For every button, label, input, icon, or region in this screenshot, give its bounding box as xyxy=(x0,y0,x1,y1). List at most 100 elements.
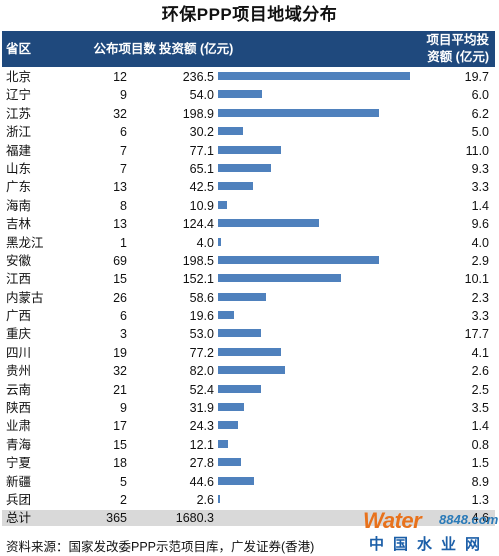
province-label: 山东 xyxy=(6,161,32,176)
total-avg: 4.6 xyxy=(471,511,489,525)
investment-label: 31.9 xyxy=(189,401,214,416)
province-label: 浙江 xyxy=(6,125,32,140)
province-label: 福建 xyxy=(6,143,32,158)
province-label: 江西 xyxy=(6,272,32,287)
investment-label: 198.5 xyxy=(182,253,214,268)
investment-bar xyxy=(218,329,262,338)
investment-bar xyxy=(218,219,319,228)
investment-label: 58.6 xyxy=(189,290,214,305)
count-label: 7 xyxy=(120,143,127,158)
count-label: 32 xyxy=(113,364,127,379)
avg-label: 0.8 xyxy=(471,437,489,452)
table-row: 浙江 6 30.2 5.0 xyxy=(2,123,495,141)
province-label: 安徽 xyxy=(6,253,32,268)
table-row: 四川 19 77.2 4.1 xyxy=(2,344,495,362)
header-investment: 投资额 (亿元) xyxy=(159,42,234,56)
investment-label: 77.2 xyxy=(189,345,214,360)
investment-bar xyxy=(218,476,255,485)
watermark-brand: Water xyxy=(363,508,422,533)
watermark-digits: 8848.com xyxy=(439,512,499,527)
avg-label: 3.3 xyxy=(471,309,489,324)
investment-label: 10.9 xyxy=(189,198,214,213)
table-row: 广西 6 19.6 3.3 xyxy=(2,307,495,325)
investment-bar xyxy=(218,127,243,136)
count-label: 7 xyxy=(120,161,127,176)
avg-label: 2.5 xyxy=(471,382,489,397)
avg-label: 4.1 xyxy=(471,345,489,360)
avg-label: 19.7 xyxy=(464,70,489,84)
avg-label: 6.2 xyxy=(471,106,489,121)
count-label: 8 xyxy=(120,198,127,213)
count-label: 26 xyxy=(113,290,127,305)
count-label: 21 xyxy=(113,382,127,397)
investment-label: 198.9 xyxy=(182,106,214,121)
investment-bar xyxy=(218,163,271,172)
table-row: 广东 13 42.5 3.3 xyxy=(2,178,495,196)
investment-label: 52.4 xyxy=(189,382,214,397)
province-label: 宁夏 xyxy=(6,456,32,471)
investment-label: 30.2 xyxy=(189,125,214,140)
investment-bar xyxy=(218,255,380,264)
province-label: 广东 xyxy=(6,180,32,195)
avg-label: 2.3 xyxy=(471,290,489,305)
province-label: 江苏 xyxy=(6,106,32,121)
investment-bar xyxy=(218,145,281,154)
investment-bar xyxy=(218,494,221,503)
count-label: 17 xyxy=(113,419,127,434)
table-row: 贵州 32 82.0 2.6 xyxy=(2,362,495,380)
table-row: 新疆 5 44.6 8.9 xyxy=(2,473,495,491)
investment-label: 27.8 xyxy=(189,456,214,471)
investment-bar xyxy=(218,311,234,320)
avg-label: 2.9 xyxy=(471,253,489,268)
investment-label: 2.6 xyxy=(196,492,214,507)
province-label: 兵团 xyxy=(6,492,32,507)
table-row: 安徽 69 198.5 2.9 xyxy=(2,252,495,270)
province-label: 内蒙古 xyxy=(6,290,44,305)
count-label: 15 xyxy=(113,437,127,452)
chart-title: 环保PPP项目地域分布 xyxy=(161,5,338,24)
avg-label: 1.5 xyxy=(471,456,489,471)
province-label: 重庆 xyxy=(6,327,32,342)
investment-label: 53.0 xyxy=(189,327,214,342)
count-label: 15 xyxy=(113,272,127,287)
header-province: 省区 xyxy=(6,42,32,56)
investment-bar xyxy=(218,347,281,356)
avg-label: 1.3 xyxy=(471,492,489,507)
total-label: 总计 xyxy=(6,511,32,525)
province-label: 贵州 xyxy=(6,364,32,379)
investment-bar xyxy=(218,292,266,301)
avg-label: 1.4 xyxy=(471,419,489,434)
province-label: 北京 xyxy=(6,70,32,84)
investment-label: 65.1 xyxy=(189,161,214,176)
total-investment: 1680.3 xyxy=(175,511,214,525)
table-row: 黑龙江 1 4.0 4.0 xyxy=(2,234,495,252)
table-row: 陕西 9 31.9 3.5 xyxy=(2,399,495,417)
investment-bar xyxy=(218,421,238,430)
count-label: 9 xyxy=(120,401,127,416)
investment-label: 54.0 xyxy=(189,88,214,103)
investment-bar xyxy=(218,182,253,191)
province-label: 陕西 xyxy=(6,401,32,416)
count-label: 19 xyxy=(113,345,127,360)
investment-label: 12.1 xyxy=(189,437,214,452)
investment-bar xyxy=(218,384,261,393)
table-row: 兵团 2 2.6 1.3 xyxy=(2,491,495,509)
count-label: 32 xyxy=(113,106,127,121)
investment-bar xyxy=(218,108,380,117)
investment-label: 42.5 xyxy=(189,180,214,195)
count-label: 2 xyxy=(120,492,127,507)
avg-label: 3.5 xyxy=(471,401,489,416)
count-label: 1 xyxy=(120,235,127,250)
count-label: 6 xyxy=(120,125,127,140)
table-row: 北京 12 236.5 19.7 xyxy=(2,68,495,86)
table-row: 重庆 3 53.0 17.7 xyxy=(2,325,495,343)
header-avg: 项目平均投 资额 (亿元) xyxy=(426,33,489,64)
header-count: 公布项目数 xyxy=(93,42,156,56)
avg-label: 11.0 xyxy=(465,143,489,158)
investment-bar xyxy=(218,439,228,448)
avg-label: 17.7 xyxy=(464,327,489,342)
table-row: 江苏 32 198.9 6.2 xyxy=(2,105,495,123)
count-label: 3 xyxy=(120,327,127,342)
province-label: 辽宁 xyxy=(6,88,32,103)
table-row: 福建 7 77.1 11.0 xyxy=(2,142,495,160)
